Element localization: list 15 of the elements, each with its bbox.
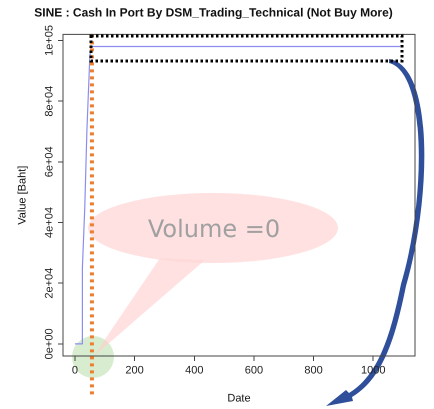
y-tick-label: 6e+04	[44, 146, 56, 178]
y-axis-title: Value [Baht]	[16, 166, 29, 225]
x-tick-label: 200	[125, 364, 144, 377]
x-axis-title: Date	[227, 392, 251, 404]
x-tick-label: 0	[72, 364, 78, 377]
y-tick-label: 8e+04	[44, 86, 56, 117]
x-tick-label: 800	[304, 364, 323, 377]
x-tick-label: 600	[244, 364, 264, 377]
y-tick-label: 4e+04	[44, 207, 56, 238]
y-tick-label: 0e+00	[44, 328, 56, 360]
chart-title: SINE : Cash In Port By DSM_Trading_Technical (Not Buy More)	[34, 6, 393, 20]
x-tick-label: 400	[185, 364, 204, 377]
annotation: Volume =0	[148, 215, 280, 243]
y-tick-label: 2e+04	[44, 268, 56, 299]
y-tick-label: 1e+05	[44, 25, 56, 56]
